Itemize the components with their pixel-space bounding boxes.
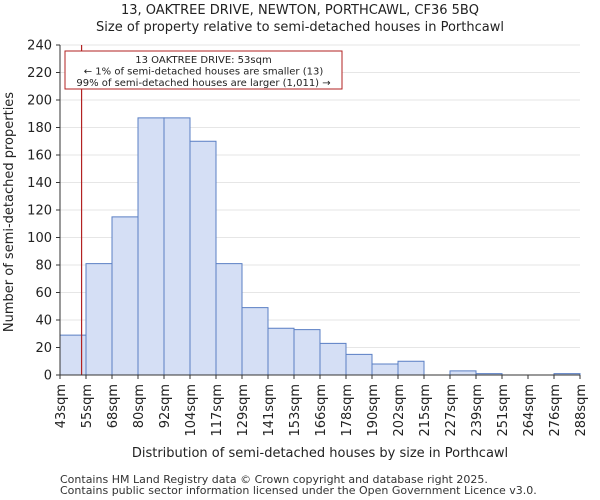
x-tick-label: 264sqm: [522, 384, 537, 437]
y-tick-label: 100: [27, 231, 52, 246]
histogram-bar: [319, 342, 347, 376]
y-tick-label: 200: [27, 94, 52, 109]
annotation-line: 13 OAKTREE DRIVE: 53sqm: [135, 55, 271, 66]
x-tick-label: 288sqm: [574, 384, 589, 437]
histogram-bar: [85, 263, 113, 376]
histogram-bar: [267, 327, 295, 376]
histogram-bar: [345, 353, 373, 376]
x-tick-label: 80sqm: [132, 384, 147, 428]
histogram-bar: [163, 117, 191, 376]
annotation-line: ← 1% of semi-detached houses are smaller…: [84, 67, 324, 78]
x-tick-label: 239sqm: [470, 384, 485, 437]
y-axis-label: Number of semi-detached properties: [2, 92, 17, 332]
x-tick-label: 153sqm: [288, 384, 303, 437]
histogram-bar: [241, 307, 269, 376]
footer-copyright: Contains HM Land Registry data © Crown c…: [60, 473, 488, 486]
y-tick-label: 20: [35, 341, 52, 356]
y-tick-label: 80: [35, 259, 52, 274]
footer-licence: Contains public sector information licen…: [60, 484, 537, 497]
x-tick-label: 117sqm: [210, 384, 225, 437]
x-tick-label: 43sqm: [54, 384, 69, 428]
histogram-bar: [371, 363, 399, 376]
chart-subtitle: Size of property relative to semi-detach…: [96, 20, 504, 35]
x-tick-label: 166sqm: [314, 384, 329, 437]
y-tick-label: 60: [35, 286, 52, 301]
x-tick-label: 55sqm: [80, 384, 95, 428]
x-tick-label: 215sqm: [418, 384, 433, 437]
chart-title: 13, OAKTREE DRIVE, NEWTON, PORTHCAWL, CF…: [120, 3, 480, 18]
y-tick-label: 240: [27, 39, 52, 54]
x-tick-label: 251sqm: [496, 384, 511, 437]
x-tick-label: 227sqm: [444, 384, 459, 437]
x-tick-label: 92sqm: [158, 384, 173, 428]
x-tick-label: 129sqm: [236, 384, 251, 437]
x-tick-label: 276sqm: [548, 384, 563, 437]
y-tick-label: 220: [27, 66, 52, 81]
y-tick-label: 120: [27, 204, 52, 219]
x-tick-label: 190sqm: [366, 384, 381, 437]
annotation-line: 99% of semi-detached houses are larger (…: [76, 78, 330, 89]
y-tick-label: 180: [27, 121, 52, 136]
histogram-bar: [215, 263, 243, 376]
x-tick-label: 68sqm: [106, 384, 121, 428]
x-axis-label: Distribution of semi-detached houses by …: [132, 446, 508, 461]
histogram-bar: [111, 216, 139, 376]
histogram-bar: [293, 329, 321, 376]
y-tick-label: 160: [27, 149, 52, 164]
histogram-chart: 0 20 40 60 80 100 120 140 160 180 200 220 240 43sqm 5…: [2, 39, 589, 462]
x-tick-label: 141sqm: [262, 384, 277, 437]
x-tick-label: 178sqm: [340, 384, 355, 437]
y-tick-label: 0: [44, 369, 52, 384]
x-tick-label: 202sqm: [392, 384, 407, 437]
histogram-bar: [189, 140, 217, 376]
y-tick-label: 40: [35, 314, 52, 329]
histogram-bar: [397, 360, 425, 376]
x-tick-label: 104sqm: [184, 384, 199, 437]
histogram-bar: [449, 370, 477, 376]
annotation-box: [64, 50, 343, 90]
histogram-bar: [137, 117, 165, 376]
y-tick-label: 140: [27, 176, 52, 191]
